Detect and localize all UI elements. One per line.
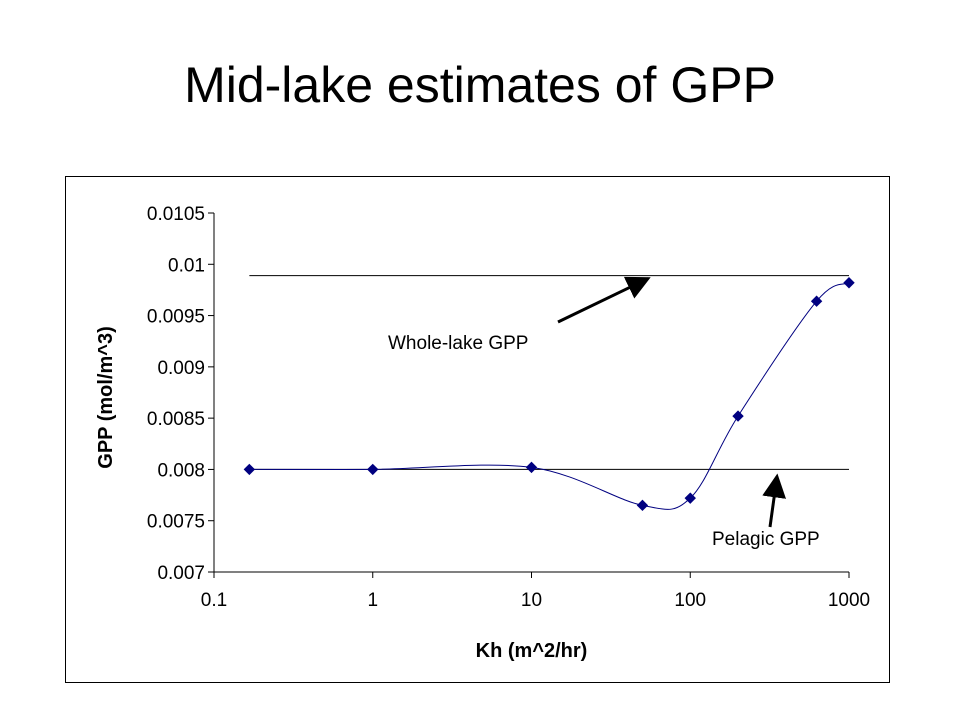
- x-tick-label: 100: [674, 590, 706, 611]
- series-line: [249, 282, 850, 510]
- annotation-pelagic: Pelagic GPP: [712, 529, 820, 550]
- y-tick-label: 0.007: [157, 563, 205, 584]
- y-tick-label: 0.0095: [147, 307, 205, 328]
- data-point: [525, 461, 538, 474]
- y-axis-title: GPP (mol/m^3): [95, 326, 117, 468]
- x-axis-title: Kh (m^2/hr): [476, 640, 588, 662]
- data-point: [843, 277, 855, 289]
- data-point: [367, 463, 379, 476]
- data-point: [636, 499, 649, 512]
- annotation-whole-lake: Whole-lake GPP: [388, 333, 528, 354]
- y-tick-label: 0.0085: [147, 409, 205, 430]
- data-point: [684, 492, 696, 504]
- y-tick-label: 0.008: [157, 460, 205, 481]
- gpp-chart: 0.007 0.0075 0.008 0.0085 0.009 0.0095 0.01 0.0…: [95, 204, 870, 662]
- arrow-pelagic: [762, 473, 787, 528]
- x-tick-label: 0.1: [201, 590, 227, 611]
- arrow-whole-lake: [557, 276, 651, 324]
- y-tick-label: 0.009: [157, 358, 205, 379]
- y-tick-label: 0.0105: [147, 204, 205, 225]
- data-point: [810, 295, 823, 307]
- data-point: [243, 463, 256, 476]
- x-tick-label: 10: [521, 590, 542, 611]
- chart-frame: 0.007 0.0075 0.008 0.0085 0.009 0.0095 0.01 0.0…: [65, 176, 890, 683]
- x-tick-label: 1000: [828, 590, 870, 611]
- x-tick-label: 1: [367, 590, 378, 611]
- data-point: [732, 410, 744, 422]
- y-tick-label: 0.01: [168, 255, 205, 276]
- slide-title: Mid-lake estimates of GPP: [184, 57, 776, 113]
- y-tick-label: 0.0075: [147, 512, 205, 533]
